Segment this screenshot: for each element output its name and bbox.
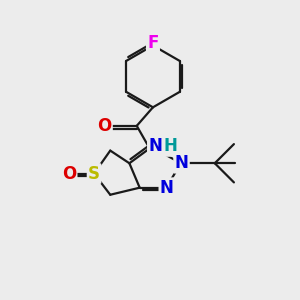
Text: O: O: [62, 165, 76, 183]
Text: N: N: [148, 137, 162, 155]
Text: N: N: [160, 179, 174, 197]
Text: S: S: [88, 165, 100, 183]
Text: F: F: [147, 34, 159, 52]
Text: O: O: [97, 117, 112, 135]
Text: H: H: [164, 137, 178, 155]
Text: N: N: [175, 154, 188, 172]
